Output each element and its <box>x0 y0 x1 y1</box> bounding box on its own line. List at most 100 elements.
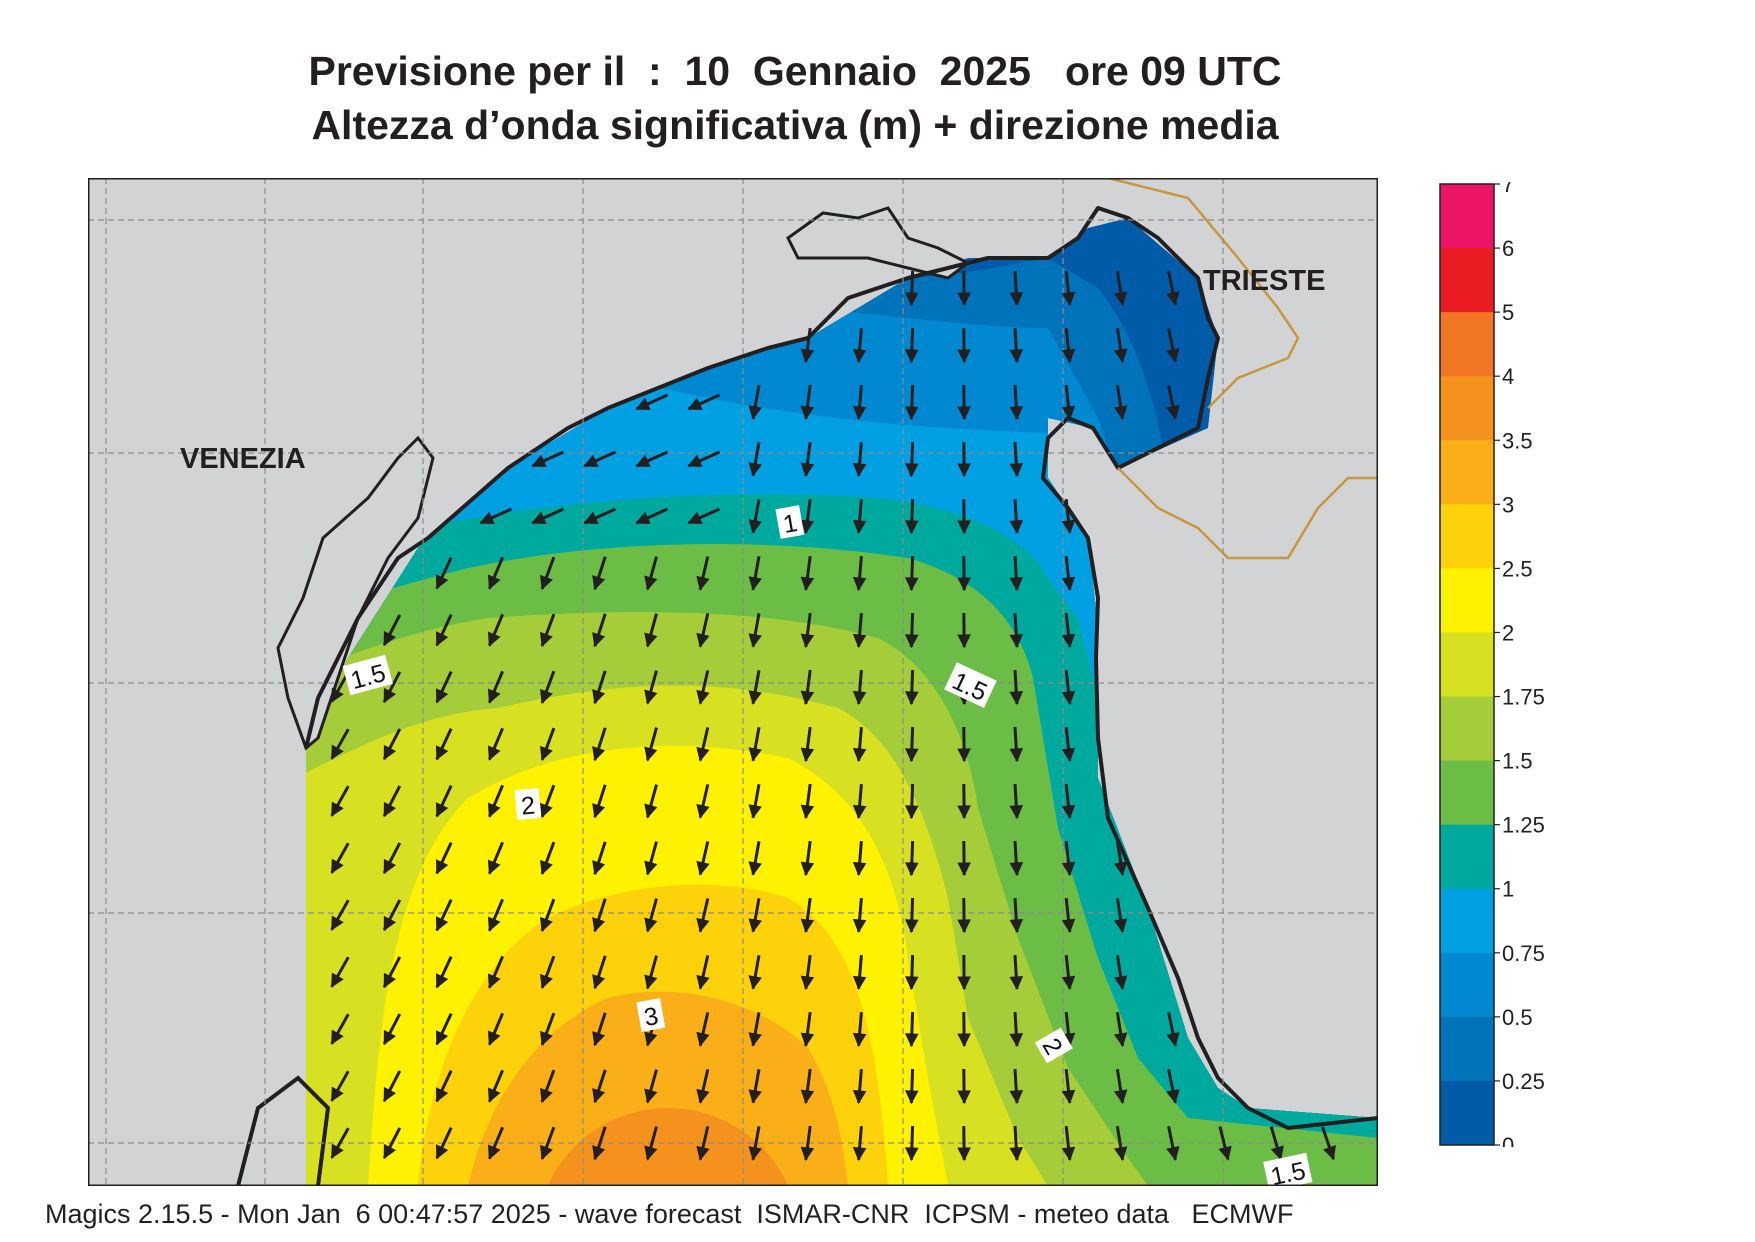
legend-band <box>1440 632 1494 698</box>
direction-arrow-head <box>748 462 762 477</box>
direction-arrow-head <box>583 454 599 468</box>
legend-tick-label: 2 <box>1502 620 1514 645</box>
legend-band <box>1440 1016 1494 1082</box>
direction-arrow-head <box>644 1145 658 1161</box>
direction-arrow-head <box>957 1033 971 1048</box>
direction-arrow-head <box>957 463 971 478</box>
direction-arrow-head <box>800 633 815 649</box>
direction-arrow-head <box>487 802 501 818</box>
direction-arrow-head <box>531 454 547 468</box>
direction-arrow-head <box>592 803 606 819</box>
direction-arrow-head <box>435 1144 449 1160</box>
direction-arrow-head <box>1166 348 1180 363</box>
direction-arrow-head <box>687 511 703 525</box>
direction-arrow-head <box>644 1088 658 1104</box>
mean-direction-arrows <box>330 270 1336 1162</box>
direction-arrow-head <box>383 744 397 761</box>
direction-arrow-head <box>487 916 501 932</box>
direction-arrow-head <box>592 1088 606 1104</box>
direction-arrow-head <box>1270 1145 1284 1161</box>
direction-arrow-head <box>696 1031 710 1047</box>
direction-arrow-head <box>583 511 599 525</box>
direction-arrow-head <box>748 633 762 648</box>
tagliamento-lagoon <box>786 206 971 280</box>
direction-arrow-head <box>1113 348 1128 363</box>
direction-arrow-head <box>800 747 815 763</box>
direction-arrow-head <box>1113 975 1128 990</box>
legend-tick-label: 7 <box>1502 182 1514 197</box>
direction-arrow-head <box>435 574 449 590</box>
legend-tick-label: 1.5 <box>1502 749 1533 774</box>
direction-arrow-head <box>635 397 651 411</box>
direction-arrow-head <box>435 973 449 989</box>
direction-arrow-head <box>1323 1145 1336 1161</box>
direction-arrow-head <box>852 861 867 877</box>
direction-arrow-head <box>800 861 815 877</box>
direction-arrow-head <box>748 804 762 819</box>
direction-arrow-head <box>905 862 919 877</box>
direction-arrow-head <box>748 576 762 591</box>
wave-height-map: 1 1.5 1.5 2 3 2 1.5 VENEZIA TRIESTE <box>88 178 1378 1186</box>
map-frame <box>88 178 1378 1186</box>
legend-tick-label: 1.75 <box>1502 685 1545 710</box>
direction-arrow-head <box>479 511 495 525</box>
legend-tick-label: 1.25 <box>1502 813 1545 838</box>
direction-arrow-head <box>1009 919 1024 934</box>
direction-arrow-head <box>800 1089 815 1105</box>
country-border <box>1107 178 1378 560</box>
place-label-trieste: TRIESTE <box>1203 265 1325 297</box>
direction-arrow-head <box>487 859 501 875</box>
legend-band <box>1440 696 1494 762</box>
direction-arrow-head <box>1009 349 1024 364</box>
direction-arrow-head <box>644 803 658 819</box>
direction-arrow-head <box>1113 1032 1128 1047</box>
direction-arrow-head <box>1061 804 1076 820</box>
direction-arrow-head <box>383 687 397 704</box>
direction-arrow-head <box>800 576 815 592</box>
direction-arrow-head <box>852 405 867 421</box>
direction-arrow-head <box>592 689 606 705</box>
direction-arrow-head <box>957 577 971 592</box>
direction-arrow-head <box>957 292 971 307</box>
direction-arrow-head <box>957 634 971 649</box>
direction-arrow-head <box>800 519 815 535</box>
legend-tick-label: 3.5 <box>1502 428 1533 453</box>
direction-arrow-head <box>1113 405 1128 420</box>
direction-arrow-head <box>852 747 867 763</box>
direction-arrow-head <box>905 919 919 934</box>
legend-band <box>1440 440 1494 505</box>
legend-tick-label: 2.5 <box>1502 556 1533 581</box>
direction-arrow-head <box>852 1032 867 1048</box>
direction-arrow-head <box>644 632 658 648</box>
direction-arrow-head <box>1166 291 1180 306</box>
direction-arrow-head <box>540 1087 553 1103</box>
legend-band <box>1440 760 1494 826</box>
direction-arrow-head <box>1009 862 1024 877</box>
direction-arrow-head <box>540 973 553 989</box>
title-line-1: Previsione per il : 10 Gennaio 2025 ore … <box>308 48 1282 94</box>
direction-arrow-head <box>1009 634 1024 649</box>
direction-arrow-head <box>800 348 815 364</box>
direction-arrow-head <box>592 917 606 933</box>
direction-arrow-head <box>383 1029 397 1046</box>
direction-arrow-head <box>800 405 815 421</box>
direction-arrow-head <box>696 689 710 705</box>
legend-band <box>1440 504 1494 569</box>
direction-arrow-head <box>435 1087 449 1103</box>
direction-arrow-head <box>957 1147 971 1162</box>
direction-arrow-head <box>905 1147 919 1162</box>
direction-arrow-head <box>696 860 710 876</box>
direction-arrow-head <box>696 917 710 933</box>
direction-arrow-head <box>592 746 606 762</box>
direction-arrow-head <box>592 632 606 648</box>
direction-arrow-head <box>852 576 867 592</box>
direction-arrow-head <box>852 348 867 364</box>
direction-arrow-head <box>487 745 501 761</box>
direction-arrow-head <box>635 454 651 468</box>
direction-arrow-head <box>748 519 762 534</box>
direction-arrow-head <box>435 1030 449 1046</box>
legend-tick-label: 0.25 <box>1502 1069 1545 1094</box>
legend-tick-label: 3 <box>1502 492 1514 517</box>
legend-band <box>1440 888 1494 954</box>
direction-arrow-head <box>1061 1089 1076 1105</box>
